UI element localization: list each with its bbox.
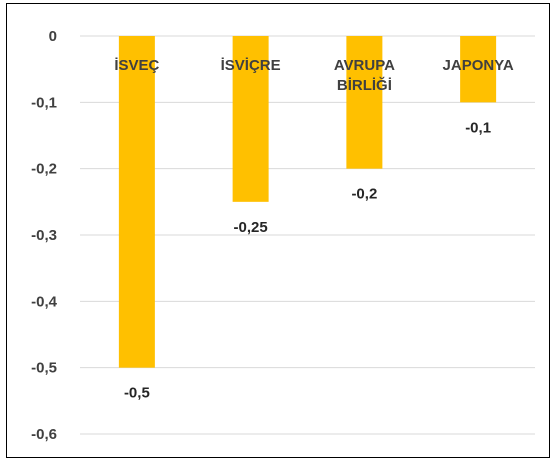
y-tick-label: -0,4 (31, 293, 58, 310)
data-label: -0,1 (465, 119, 491, 136)
y-tick-label: -0,1 (31, 94, 57, 111)
category-label: İSVEÇ (114, 57, 159, 74)
bar (232, 36, 269, 202)
category-label: İSVİÇRE (221, 57, 281, 74)
chart-frame (6, 3, 550, 458)
bar (346, 36, 383, 169)
bar (460, 36, 497, 103)
data-label: -0,2 (351, 186, 377, 203)
y-tick-label: -0,5 (31, 360, 57, 377)
category-label: AVRUPA (334, 57, 395, 74)
y-tick-label: -0,6 (31, 426, 57, 443)
y-tick-label: -0,3 (31, 227, 57, 244)
bar (118, 36, 155, 368)
category-label: BİRLİĞİ (337, 76, 392, 94)
category-label: JAPONYA (443, 57, 514, 74)
y-tick-label: -0,2 (31, 161, 57, 178)
data-label: -0,5 (124, 385, 150, 402)
y-tick-label: 0 (49, 28, 57, 45)
data-label: -0,25 (234, 219, 268, 236)
